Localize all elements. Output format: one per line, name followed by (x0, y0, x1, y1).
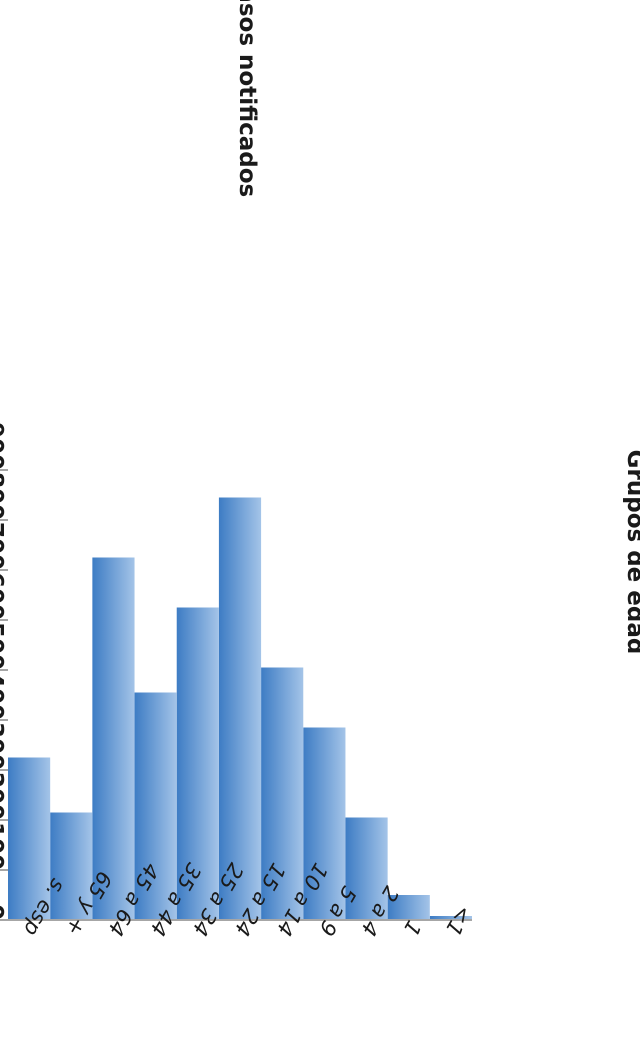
bar (218, 497, 262, 920)
bar (176, 607, 219, 920)
bar (92, 557, 135, 920)
tick-label: 700 (0, 522, 7, 570)
tick-label: 400 (0, 672, 7, 720)
value-axis-ticks: 0 100 200 300 400 500 600 700 800 900 (0, 422, 8, 921)
bar (8, 757, 51, 920)
tick-label: 800 (0, 472, 7, 520)
tick-label: 100 (0, 822, 7, 870)
tick-label: 200 (0, 772, 7, 820)
bars-group (8, 497, 472, 920)
bar (134, 692, 177, 920)
category-label: <1 (441, 901, 477, 940)
bar (345, 817, 388, 920)
bar (261, 667, 304, 920)
tick-label: 900 (0, 422, 7, 470)
bar (50, 812, 93, 920)
tick-label: 500 (0, 622, 7, 670)
bar (303, 727, 346, 920)
bar (387, 895, 430, 920)
value-axis-title: Total de casos notificados (234, 0, 260, 197)
tick-label: 300 (0, 722, 7, 770)
tick-label: 0 (0, 904, 7, 920)
plot-area: 0100200300400500600700800900 <112 a 45 a… (0, 0, 640, 940)
bar (429, 916, 472, 920)
tick-label: 600 (0, 572, 7, 620)
category-axis-title: Grupos de edad (622, 450, 640, 655)
